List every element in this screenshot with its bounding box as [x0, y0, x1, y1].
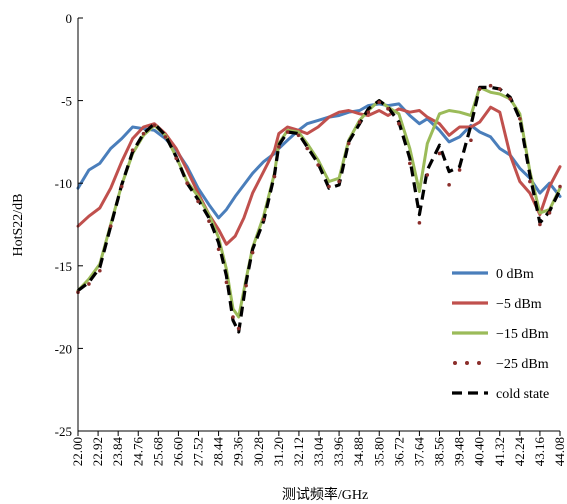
x-tick-label: 30.28 [251, 437, 266, 466]
axes [77, 18, 560, 432]
series-point-25-dbm [277, 145, 281, 149]
series-point-25-dbm [346, 141, 351, 146]
x-tick-label: 32.12 [291, 437, 306, 466]
x-tick-label: 33.96 [331, 437, 346, 467]
x-tick-label: 36.72 [391, 437, 406, 466]
x-tick-label: 37.64 [411, 437, 426, 467]
series-point-25-dbm [261, 217, 266, 222]
series-point-25-dbm [231, 315, 235, 319]
x-tick-label: 42.24 [512, 437, 527, 467]
x-tick-label: 28.44 [211, 437, 226, 467]
series-point-25-dbm [119, 184, 124, 189]
series-point-25-dbm [437, 151, 442, 156]
x-tick-label: 39.48 [452, 437, 467, 466]
series-point-25-dbm [236, 326, 241, 331]
series-point-25-dbm [477, 87, 482, 91]
x-tick-label: 22.00 [70, 437, 85, 466]
x-tick-label: 44.08 [552, 437, 567, 466]
legend-swatch-dot [477, 361, 481, 365]
series-point-25-dbm [285, 130, 290, 134]
y-tick-labels: 0 -5 -10 -15 -20 -25 [55, 11, 83, 439]
series-lines [76, 83, 562, 334]
x-tick-label: 26.60 [170, 437, 185, 466]
series-point-25-dbm [518, 116, 522, 121]
x-tick-label: 34.88 [351, 437, 366, 466]
series-point-25-dbm [386, 107, 390, 111]
y-axis-title: HotS22/dB [11, 193, 26, 256]
series-point-25-dbm [508, 97, 513, 101]
series-point-25-dbm [152, 123, 157, 128]
series-point-25-dbm [558, 184, 562, 189]
series-point-25-dbm [196, 199, 200, 204]
series-point-25-dbm [224, 280, 229, 285]
series-point-25-dbm [469, 138, 473, 143]
y-tick-label: -10 [55, 176, 72, 191]
legend-label: 0 dBm [496, 267, 534, 282]
series-point-25-dbm [130, 148, 135, 152]
x-tick-labels: 22.00 22.92 23.84 24.76 25.68 26.60 27.52 28.44… [70, 431, 567, 466]
series-point-25-dbm [296, 133, 301, 138]
x-tick-label: 23.84 [110, 437, 125, 467]
series-point-25-dbm [528, 179, 532, 184]
y-tick-label: -25 [55, 424, 72, 439]
series-point-25-dbm [305, 146, 310, 151]
x-tick-label: 25.68 [150, 437, 165, 466]
series-point-25-dbm [316, 163, 320, 167]
series-line-cold-state [77, 85, 562, 334]
x-axis-title: 测试频率/GHz [282, 486, 368, 503]
series-point-25-dbm [216, 247, 221, 252]
x-tick-label: 43.16 [532, 437, 547, 467]
series-point-25-dbm [250, 250, 255, 255]
x-tick-label: 24.76 [130, 437, 145, 467]
x-tick-label: 31.20 [271, 437, 286, 466]
series-point-25-dbm [87, 282, 91, 286]
series-point-25-dbm [447, 183, 451, 187]
y-tick-label: -15 [55, 259, 72, 274]
y-tick-label: -20 [55, 341, 72, 356]
series-point-25-dbm [457, 168, 462, 172]
x-tick-label: 27.52 [191, 437, 206, 466]
series-point-25-dbm [174, 156, 179, 161]
series-point-25-dbm [397, 121, 401, 126]
series-point-25-dbm [327, 184, 331, 189]
legend-label: −15 dBm [496, 327, 549, 342]
series-point-25-dbm [497, 87, 502, 91]
series-point-25-dbm [163, 135, 168, 139]
series-point-25-dbm [244, 283, 248, 288]
series-point-25-dbm [488, 83, 493, 88]
legend: 0 dBm −5 dBm −15 dBm −25 dBm cold state [452, 267, 549, 402]
series-point-25-dbm [547, 211, 552, 215]
x-tick-label: 33.04 [311, 437, 326, 467]
series-point-25-dbm [417, 221, 422, 225]
series-point-25-dbm [185, 181, 189, 185]
x-tick-label: 40.40 [472, 437, 487, 466]
series-line-15-dbm [76, 85, 562, 319]
series-point-25-dbm [108, 224, 113, 228]
legend-label: −25 dBm [496, 357, 549, 372]
series-point-25-dbm [538, 222, 542, 227]
legend-swatch-dot [465, 361, 469, 365]
legend-label: cold state [496, 387, 549, 402]
y-tick-label: 0 [66, 11, 73, 26]
legend-label: −5 dBm [496, 297, 542, 312]
series-point-25-dbm [377, 100, 382, 105]
series-point-25-dbm [98, 268, 102, 273]
series-point-25-dbm [141, 131, 146, 136]
series-point-25-dbm [425, 173, 430, 177]
legend-swatch-dot [453, 361, 457, 365]
series-point-25-dbm [207, 219, 211, 223]
y-tick-label: -5 [61, 94, 72, 109]
series-point-25-dbm [272, 174, 277, 179]
x-tick-label: 35.80 [371, 437, 386, 466]
x-tick-label: 29.36 [231, 437, 246, 467]
series-point-25-dbm [408, 161, 412, 166]
x-tick-label: 38.56 [432, 437, 447, 467]
series-point-25-dbm [337, 179, 341, 184]
series-point-25-dbm [366, 110, 371, 114]
x-tick-label: 22.92 [90, 437, 105, 466]
x-tick-label: 41.32 [492, 437, 507, 466]
series-point-25-dbm [357, 120, 362, 124]
